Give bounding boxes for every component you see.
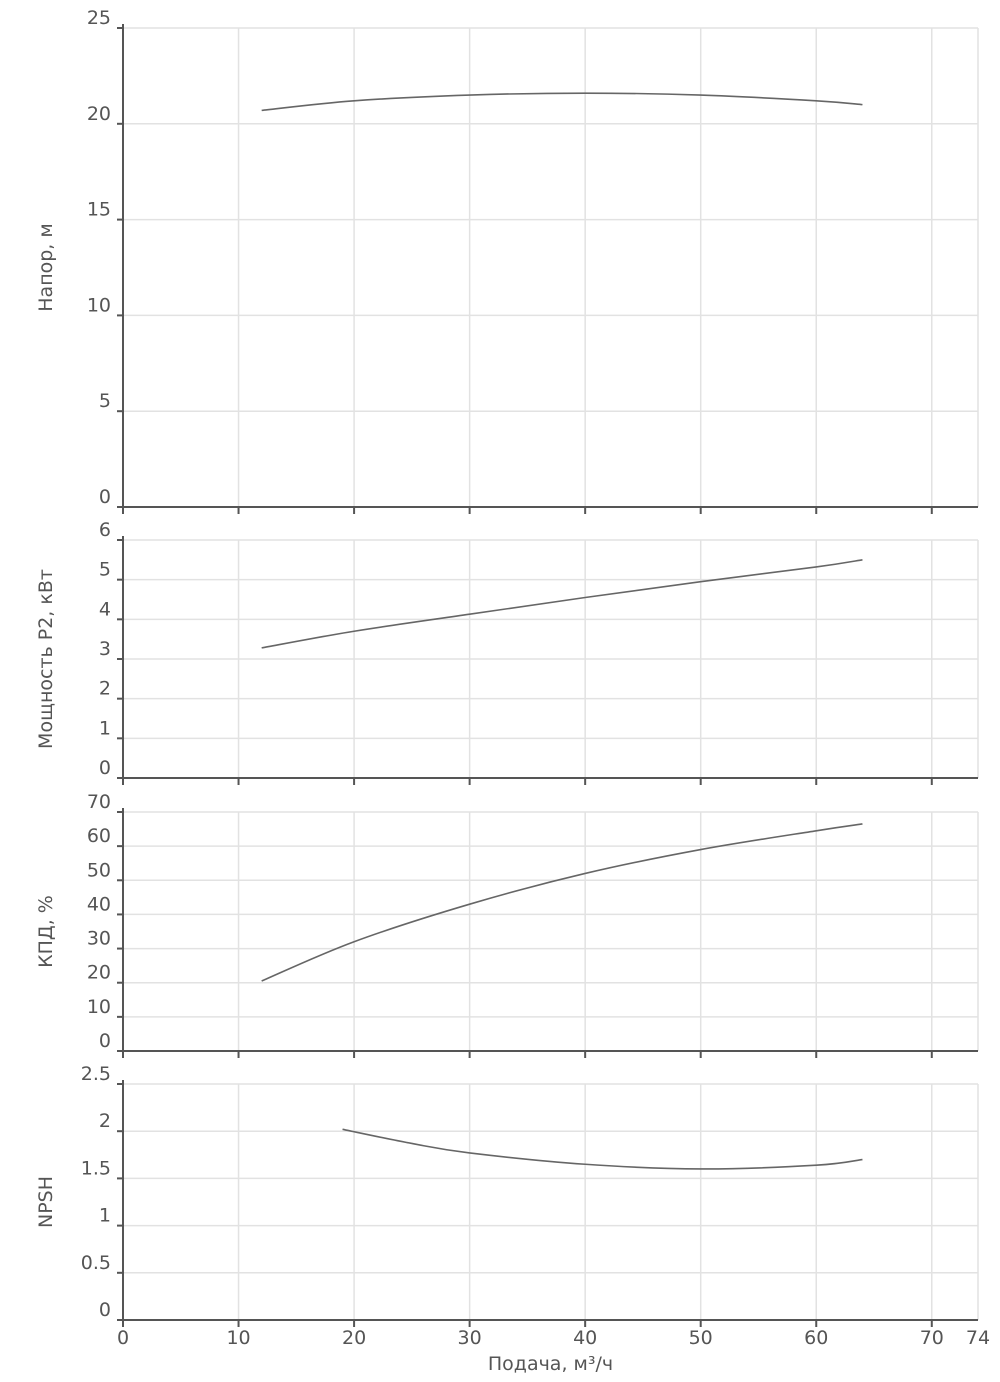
y-tick-label: 5: [99, 559, 111, 581]
x-axis-title: Подача, м³/ч: [488, 1353, 613, 1375]
x-tick-label: 60: [804, 1327, 828, 1349]
y-tick-label: 50: [87, 859, 111, 881]
series-line: [261, 559, 863, 649]
x-tick-label: 50: [689, 1327, 713, 1349]
y-tick-label: 1.5: [81, 1157, 111, 1179]
y-tick-label: 0.5: [81, 1252, 111, 1274]
x-tick-label: 10: [226, 1327, 250, 1349]
y-tick-label: 40: [87, 893, 111, 915]
y-tick-label: 4: [99, 598, 111, 620]
y-tick-label: 10: [87, 996, 111, 1018]
y-tick-label: 0: [99, 757, 111, 779]
y-tick-label: 25: [87, 7, 111, 29]
series-line: [261, 92, 863, 112]
x-tick-label: 40: [573, 1327, 597, 1349]
panel-2: 0 1 2 3 4 5 6 Мощность P2, кВт: [35, 519, 979, 785]
x-tick-label: 20: [342, 1327, 366, 1349]
y-axis-title: NPSH: [35, 1176, 57, 1228]
x-tick-label: 30: [458, 1327, 482, 1349]
x-tick-label: 0: [117, 1327, 129, 1349]
y-tick-label: 20: [87, 962, 111, 984]
y-tick-label: 0: [99, 1030, 111, 1052]
panel-3: 0 10 20 30 40 50 60 70 КПД, %: [35, 791, 979, 1058]
y-tick-label: 5: [99, 390, 111, 412]
y-tick-label: 20: [87, 103, 111, 125]
x-tick-label: 74: [966, 1327, 990, 1349]
y-tick-label: 2: [99, 1110, 111, 1132]
x-tick-label: 70: [920, 1327, 944, 1349]
y-tick-label: 0: [99, 1299, 111, 1321]
y-axis-title: КПД, %: [35, 895, 57, 968]
panel-1: 0 5 10 15 20 25 Напор, м: [35, 7, 979, 514]
y-tick-label: 3: [99, 638, 111, 660]
y-tick-label: 60: [87, 825, 111, 847]
y-tick-label: 30: [87, 928, 111, 950]
y-tick-label: 1: [99, 717, 111, 739]
y-axis-title: Мощность P2, кВт: [35, 569, 57, 749]
y-tick-label: 2: [99, 678, 111, 700]
series-line: [342, 1128, 863, 1170]
series-line: [261, 823, 863, 982]
y-tick-label: 15: [87, 199, 111, 221]
y-tick-label: 0: [99, 486, 111, 508]
y-tick-label: 70: [87, 791, 111, 813]
y-axis-title: Напор, м: [35, 223, 57, 311]
y-tick-label: 6: [99, 519, 111, 541]
panel-4: 0 0.5 1 1.5 2 2.5 NPSH 0 10 20 30 40 50 60 70 74 Подача,…: [35, 1063, 990, 1375]
y-tick-label: 2.5: [81, 1063, 111, 1085]
y-tick-label: 10: [87, 294, 111, 316]
y-tick-label: 1: [99, 1205, 111, 1227]
